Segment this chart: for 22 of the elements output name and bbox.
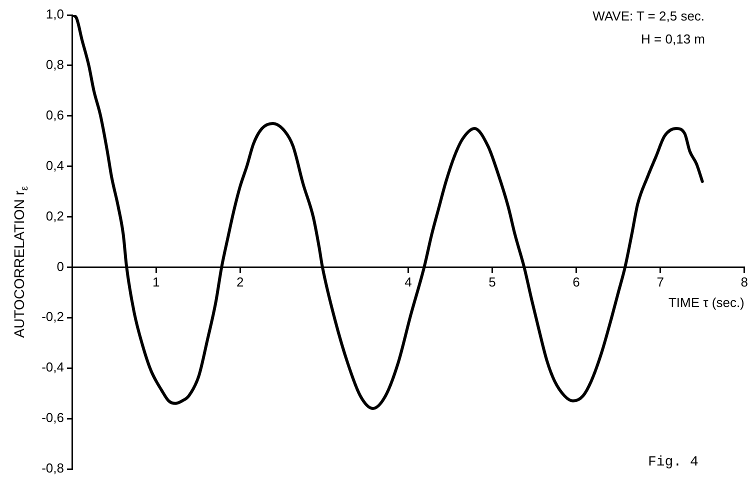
y-tick-label: 1,0 — [46, 6, 64, 22]
y-tick-label: 0,4 — [46, 158, 64, 173]
annotation: H = 0,13 m — [641, 32, 706, 47]
y-tick-label: -0,2 — [42, 309, 64, 324]
x-tick-label: 5 — [488, 274, 496, 290]
x-tick-label: 6 — [572, 274, 580, 290]
x-tick-label: 2 — [236, 274, 244, 290]
y-tick-label: -0,4 — [42, 360, 64, 375]
y-tick-label: 0 — [56, 258, 64, 274]
x-tick-label: 8 — [740, 274, 748, 290]
annotation: Fig. 4 — [648, 454, 698, 471]
annotation: WAVE: T = 2,5 sec. — [592, 8, 705, 24]
y-tick-label: 0,8 — [46, 57, 64, 72]
y-tick-label: 0,2 — [46, 208, 64, 224]
y-tick-label: -0,8 — [42, 460, 64, 476]
x-tick-label: 7 — [656, 274, 664, 290]
x-tick-label: 4 — [404, 274, 412, 290]
y-tick-label: -0,6 — [42, 410, 64, 426]
y-tick-label: 0,6 — [46, 107, 64, 122]
x-tick-label: 1 — [152, 274, 160, 290]
x-axis-title: TIME τ (sec.) — [668, 294, 744, 310]
y-axis-title: AUTOCORRELATION rε — [10, 186, 31, 338]
